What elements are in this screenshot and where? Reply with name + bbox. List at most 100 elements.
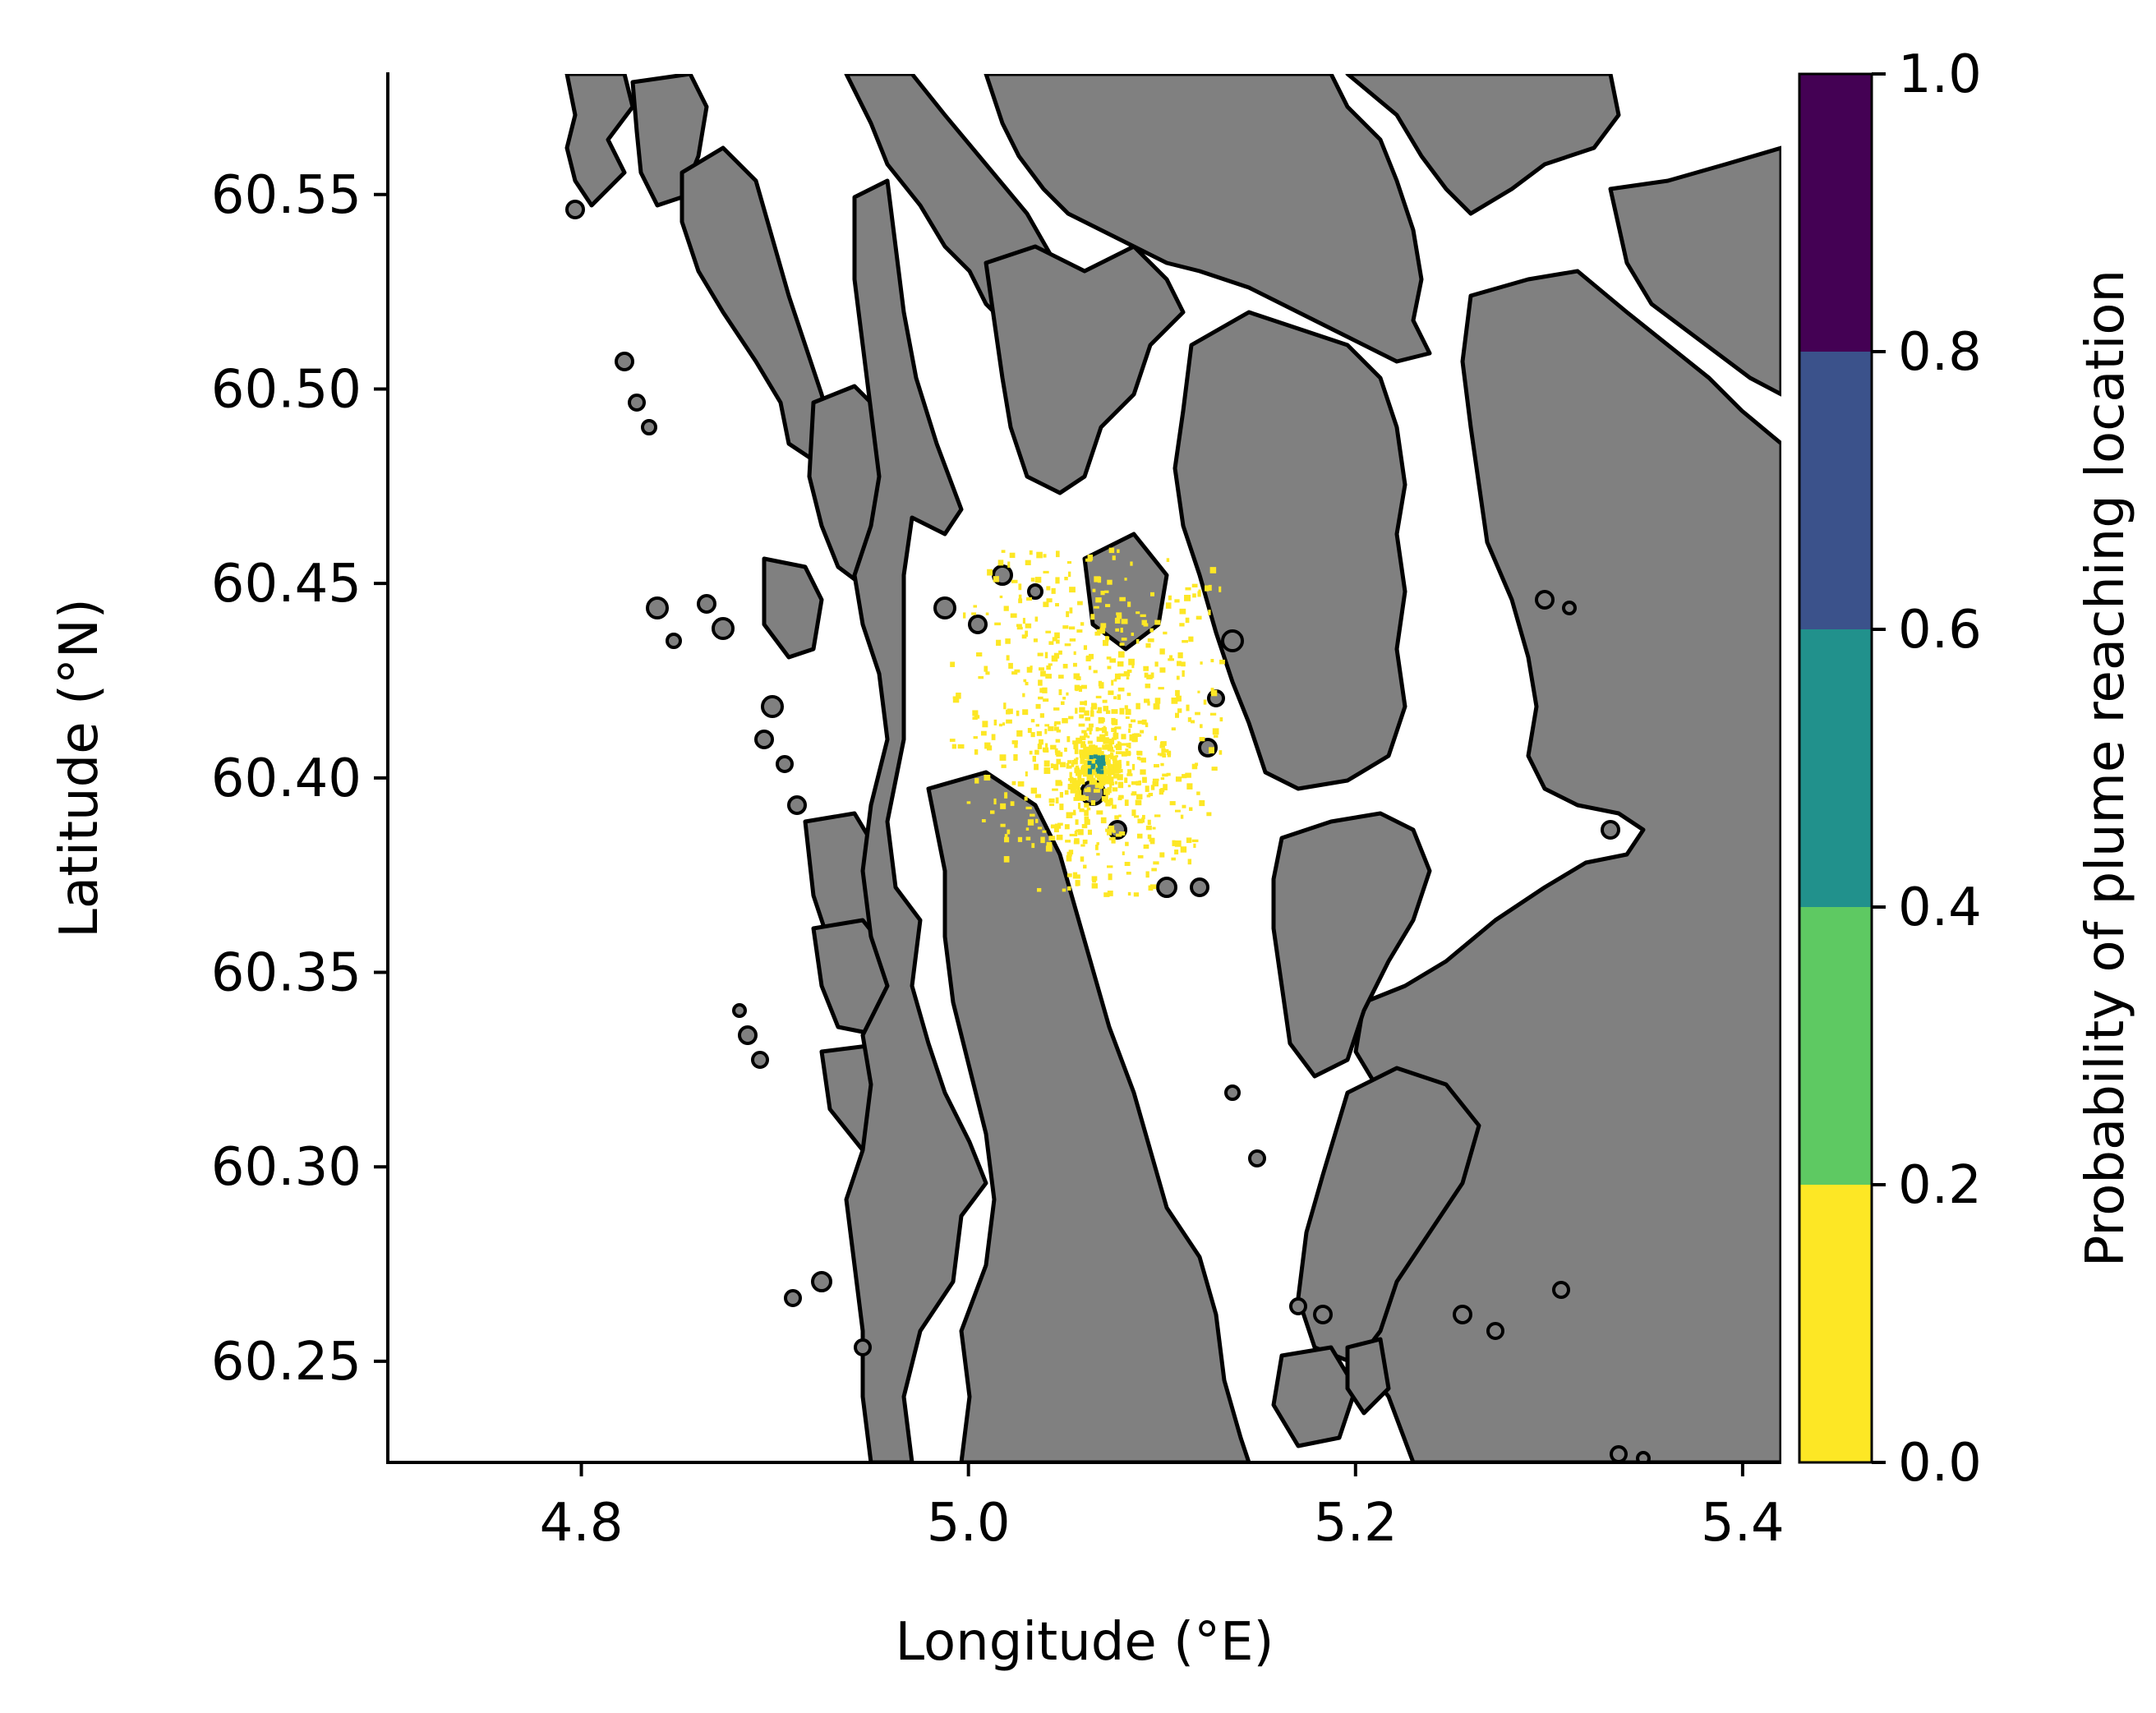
plume-cell — [1175, 809, 1181, 813]
plume-cell — [1128, 742, 1131, 748]
plume-cell — [1111, 717, 1116, 725]
plume-cell — [1141, 619, 1147, 625]
plume-cell — [1042, 687, 1048, 693]
plume-cell — [1133, 733, 1140, 737]
plume-cell — [1117, 797, 1122, 801]
plume-cell — [1103, 892, 1110, 897]
plume-cell — [1119, 707, 1125, 715]
plume-cell — [1120, 751, 1125, 755]
plume-cell — [1056, 834, 1063, 840]
plume-cell — [1104, 744, 1110, 749]
plume-cell — [1083, 864, 1087, 869]
plume-cell — [1006, 719, 1012, 724]
plume-cell — [1096, 810, 1103, 815]
plume-cell — [1082, 839, 1088, 845]
plume-cell — [1189, 807, 1193, 812]
plume-cell — [1208, 584, 1212, 592]
plume-cell — [1080, 844, 1085, 847]
plume-cell — [1058, 675, 1064, 679]
plume-cell — [1083, 645, 1088, 650]
plume-cell — [978, 675, 984, 679]
plume-cell — [1053, 726, 1059, 731]
plume-cell — [1073, 758, 1078, 763]
plume-cell — [1195, 762, 1199, 767]
plume-cell — [1199, 737, 1205, 742]
plume-cell — [1048, 836, 1056, 841]
plume-cell — [1080, 767, 1085, 772]
plume-cell — [999, 754, 1007, 761]
plume-cell — [1144, 698, 1150, 703]
plume-cell — [1013, 754, 1018, 761]
colorbar-tick-label: 0.2 — [1898, 1155, 1982, 1216]
plume-cell — [1138, 780, 1142, 785]
plume-cell — [1127, 601, 1131, 607]
plume-cell — [1044, 652, 1048, 659]
plume-cell — [1025, 681, 1029, 686]
plume-cell — [1035, 818, 1039, 823]
plume-cell — [1080, 701, 1086, 706]
plume-cell — [1113, 727, 1117, 734]
plume-cell — [1062, 888, 1066, 892]
plume-cell — [1084, 788, 1091, 793]
plume-cell — [1108, 767, 1113, 774]
land-central-peninsula — [844, 178, 988, 1462]
plume-cell — [1115, 751, 1122, 755]
plume-cell — [1066, 812, 1073, 818]
land-island-south-2 — [1345, 1337, 1391, 1416]
plume-cell — [1107, 787, 1112, 794]
plume-cell — [1191, 839, 1199, 843]
plume-cell — [1102, 639, 1109, 647]
plume-cell — [1034, 763, 1039, 771]
islets — [565, 200, 1651, 1462]
plume-cell — [980, 730, 987, 736]
plume-cell — [1114, 617, 1121, 624]
plume-cell — [1018, 594, 1022, 601]
plume-cell — [1077, 601, 1083, 606]
plume-cell — [1188, 636, 1194, 642]
plume-cell — [1210, 688, 1214, 694]
plume-cell — [1185, 617, 1190, 624]
plume-cell-peak — [1096, 756, 1101, 761]
plume-cell — [1088, 665, 1092, 670]
plume-cell-peak — [1099, 770, 1104, 775]
plume-cell — [956, 693, 961, 699]
plume-cell — [1109, 771, 1115, 776]
plume-cell — [1084, 809, 1089, 817]
plume-cell — [1158, 687, 1164, 690]
plume-cell — [1119, 642, 1125, 646]
plume-cell — [1150, 672, 1154, 679]
plume-cell — [1126, 708, 1131, 715]
plume-cell — [1076, 780, 1081, 786]
plume-cell — [1097, 707, 1102, 714]
plume-cell — [1125, 716, 1130, 720]
plume-cell — [1023, 679, 1027, 683]
plume-cell — [1160, 777, 1165, 781]
colorbar-tick-label: 0.8 — [1898, 322, 1982, 383]
plume-cell — [1131, 719, 1136, 723]
plume-cell — [1172, 840, 1176, 846]
land-island-south-1 — [1271, 1345, 1358, 1448]
plume-cell — [1085, 752, 1093, 757]
plume-cell — [1036, 887, 1042, 892]
plume-cell — [1136, 638, 1140, 644]
plume-cell — [1079, 714, 1085, 719]
plume-cell — [1197, 591, 1201, 597]
plume-cell — [1053, 722, 1057, 727]
plume-cell — [1056, 639, 1060, 644]
plume-cell-peak — [1100, 755, 1105, 760]
plume-cell — [1060, 762, 1066, 767]
plume-cell — [1107, 891, 1113, 896]
plume-cell — [1160, 788, 1165, 793]
plume-cell — [1073, 651, 1076, 656]
plume-cell — [1127, 785, 1131, 788]
plume-cell — [1102, 778, 1109, 785]
plume-cell — [1219, 659, 1225, 665]
plume-cell — [1069, 776, 1074, 784]
plume-cell — [1105, 710, 1111, 714]
plume-cell — [1094, 606, 1099, 609]
plume-cell — [1040, 670, 1046, 677]
plume-cell — [1196, 791, 1200, 795]
plume-cell — [1011, 579, 1018, 583]
plume-cell — [1094, 774, 1099, 778]
plume-cell — [1088, 723, 1094, 728]
